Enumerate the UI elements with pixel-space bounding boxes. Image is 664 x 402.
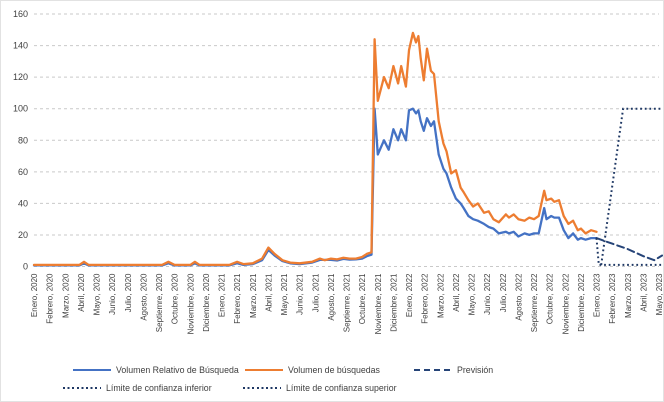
x-tick-label: Agosto, 2020 [139,273,148,321]
y-tick-label: 160 [13,9,28,19]
x-tick-label: Octubre, 2021 [358,273,367,324]
x-tick-label: Julio, 2020 [124,273,133,312]
x-tick-label: Noviembre, 2022 [561,273,570,334]
x-axis-labels: Enero, 2020 Febrero, 2020 Marzo, 2020 Abril… [30,273,663,334]
x-tick-label: Septiemre, 2021 [343,273,352,332]
legend-item-volumen-relativo-de-busqueda: Volumen Relativo de Búsqueda [73,364,239,376]
x-tick-label: Mayo, 2023 [655,273,663,315]
x-tick-label: Enero, 2020 [30,273,39,317]
legend-swatch-volumen-de-busquedas [245,368,283,372]
legend-item-limite-de-confianza-superior: Límite de confianza superior [243,382,397,394]
legend-item-limite-de-confianza-inferior: Límite de confianza inferior [63,382,212,394]
legend-label-prevision: Previsión [457,365,494,375]
series-line-limite-de-confianza-superior [600,107,663,266]
x-tick-label: Enero, 2023 [593,273,602,317]
y-tick-label: 100 [13,104,28,114]
x-tick-label: Diciembre, 2022 [577,273,586,332]
series-line-prevision [595,237,663,262]
x-tick-label: Febrero, 2022 [421,273,430,324]
x-tick-label: Mayo, 2021 [280,273,289,315]
x-tick-label: Junio, 2020 [108,273,117,315]
x-tick-label: Abril, 2020 [77,273,86,312]
x-tick-label: Junio, 2022 [483,273,492,315]
x-tick-label: Febrero, 2021 [233,273,242,324]
chart-series [32,31,663,267]
x-tick-label: Julio, 2021 [311,273,320,312]
x-tick-label: Noviembre, 2021 [374,273,383,334]
x-tick-label: Marzo, 2020 [61,273,70,318]
line-chart-plot: 0 20 40 60 80 100 120 140 160 Enero, 2020 Febrero… [13,9,663,334]
x-tick-label: Abril, 2023 [639,273,648,312]
x-tick-label: Mayo, 2020 [93,273,102,315]
y-tick-label: 80 [18,135,28,145]
legend-label-limite-de-confianza-inferior: Límite de confianza inferior [106,383,212,393]
y-tick-label: 40 [18,198,28,208]
legend-item-volumen-de-busquedas: Volumen de búsquedas [245,364,380,376]
y-axis-labels: 0 20 40 60 80 100 120 140 160 [13,9,28,272]
y-tick-label: 60 [18,167,28,177]
y-tick-label: 140 [13,41,28,51]
x-tick-label: Enero, 2021 [218,273,227,317]
x-tick-label: Mayo, 2022 [468,273,477,315]
x-tick-label: Junio, 2021 [296,273,305,315]
x-tick-label: Enero, 2022 [405,273,414,317]
series-line-volumen-relativo-de-busqueda [32,107,598,267]
legend-swatch-limite-de-confianza-superior [243,386,281,390]
x-tick-label: Octubre, 2022 [546,273,555,324]
x-tick-label: Marzo, 2022 [436,273,445,318]
legend-label-limite-de-confianza-superior: Límite de confianza superior [286,383,397,393]
legend-swatch-volumen-relativo-de-busqueda [73,368,111,372]
legend-label-volumen-relativo-de-busqueda: Volumen Relativo de Búsqueda [116,365,239,375]
x-tick-label: Septiemre, 2020 [155,273,164,332]
x-tick-label: Octubre, 2020 [171,273,180,324]
y-tick-label: 120 [13,72,28,82]
x-tick-label: Febrero, 2020 [46,273,55,324]
x-tick-label: Marzo, 2021 [249,273,258,318]
gridlines [34,13,659,267]
y-tick-label: 20 [18,230,28,240]
legend-swatch-limite-de-confianza-inferior [63,386,101,390]
y-tick-label: 0 [23,262,28,272]
series-line-limite-de-confianza-inferior [595,238,663,266]
x-tick-label: Diciembre, 2020 [202,273,211,332]
x-tick-label: Abril, 2022 [452,273,461,312]
x-tick-label: Diciembre, 2021 [389,273,398,332]
x-tick-label: Febrero, 2023 [608,273,617,324]
x-tick-label: Abril, 2021 [264,273,273,312]
legend-label-volumen-de-busquedas: Volumen de búsquedas [288,365,380,375]
series-line-volumen-de-busquedas [32,31,598,267]
x-tick-label: Septiemre, 2022 [530,273,539,332]
x-tick-label: Noviembre, 2020 [186,273,195,334]
legend-swatch-prevision [414,368,452,372]
x-tick-label: Marzo, 2023 [624,273,633,318]
x-tick-label: Agosto, 2022 [514,273,523,321]
x-tick-label: Julio, 2022 [499,273,508,312]
x-tick-label: Agosto, 2021 [327,273,336,321]
legend-item-prevision: Previsión [414,364,493,376]
